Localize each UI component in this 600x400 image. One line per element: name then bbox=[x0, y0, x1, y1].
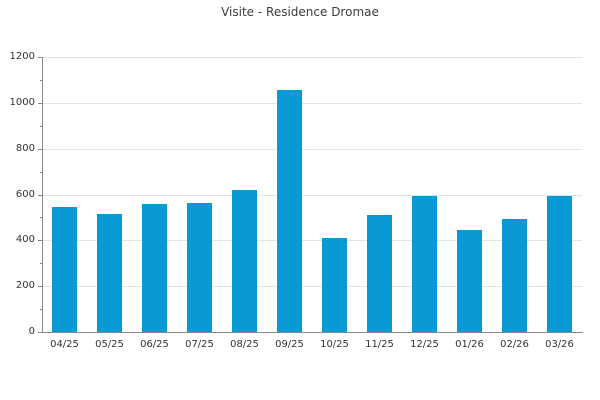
x-axis-tick-label: 05/25 bbox=[95, 339, 124, 350]
y-axis-tick bbox=[38, 286, 42, 288]
y-axis-minor-tick bbox=[40, 263, 42, 265]
x-axis-tick-label: 01/26 bbox=[455, 339, 484, 350]
x-axis-tick-label: 03/26 bbox=[545, 339, 574, 350]
bar-05/25 bbox=[97, 213, 122, 332]
y-axis-tick-label: 400 bbox=[15, 234, 35, 246]
x-axis-tick-label: 10/25 bbox=[320, 339, 349, 350]
y-axis-tick bbox=[38, 332, 42, 333]
y-axis-minor-tick bbox=[40, 79, 42, 81]
x-axis-tick-label: 02/26 bbox=[500, 339, 529, 350]
bar-03/26 bbox=[547, 195, 572, 332]
gridline-y-1200 bbox=[42, 57, 582, 58]
y-axis-tick bbox=[38, 240, 42, 242]
bar-06/25 bbox=[142, 203, 167, 332]
y-axis-line bbox=[42, 57, 43, 333]
bar-01/26 bbox=[457, 230, 482, 332]
chart-title: Visite - Residence Dromae bbox=[221, 5, 379, 19]
y-axis-tick bbox=[38, 102, 42, 104]
y-axis-tick-label: 600 bbox=[15, 188, 35, 200]
gridline-y-400 bbox=[42, 240, 582, 242]
bar-11/25 bbox=[367, 215, 392, 332]
y-axis-tick bbox=[38, 148, 42, 150]
bar-12/25 bbox=[412, 195, 437, 332]
gridline-y-1000 bbox=[42, 102, 582, 104]
bar-10/25 bbox=[322, 238, 347, 332]
y-axis-minor-tick bbox=[40, 125, 42, 127]
y-axis-minor-tick bbox=[40, 171, 42, 173]
bar-02/26 bbox=[502, 218, 527, 332]
y-axis-tick-label: 1200 bbox=[9, 51, 35, 62]
x-axis-tick-label: 12/25 bbox=[410, 339, 439, 350]
gridline-y-800 bbox=[42, 148, 582, 150]
bar-08/25 bbox=[232, 189, 257, 332]
x-axis-tick-label: 04/25 bbox=[50, 339, 79, 350]
gridline-y-200 bbox=[42, 286, 582, 288]
x-axis-tick-label: 08/25 bbox=[230, 339, 259, 350]
y-axis-minor-tick bbox=[40, 309, 42, 311]
bar-07/25 bbox=[187, 202, 212, 332]
gridline-y-600 bbox=[42, 194, 582, 196]
y-axis-tick-label: 200 bbox=[15, 280, 35, 292]
bar-04/25 bbox=[52, 207, 77, 332]
y-axis-minor-tick bbox=[40, 217, 42, 219]
x-axis-tick-label: 11/25 bbox=[365, 339, 394, 350]
y-axis-tick-label: 1000 bbox=[9, 96, 35, 108]
bar-09/25 bbox=[277, 90, 302, 332]
x-axis-tick-label: 06/25 bbox=[140, 339, 169, 350]
x-axis-tick-label: 09/25 bbox=[275, 339, 304, 350]
y-axis-tick-label: 800 bbox=[15, 142, 35, 154]
y-axis-tick-label: 0 bbox=[28, 326, 35, 337]
y-axis-tick bbox=[38, 57, 42, 58]
x-axis-tick-label: 07/25 bbox=[185, 339, 214, 350]
y-axis-tick bbox=[38, 194, 42, 196]
x-axis-line bbox=[42, 332, 583, 333]
